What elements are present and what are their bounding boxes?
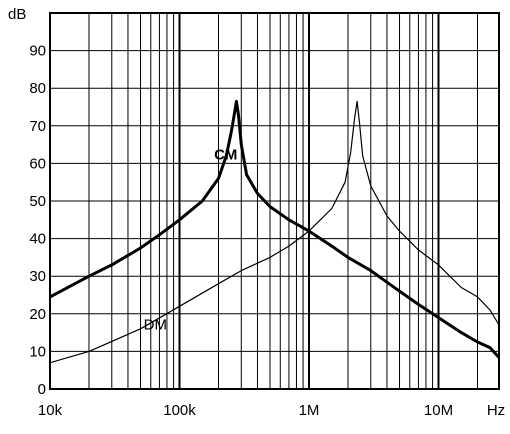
y-tick-label: 20 [29, 306, 46, 323]
y-tick-label: 90 [29, 43, 46, 60]
series-line-cm [50, 99, 499, 360]
y-tick-label: 10 [29, 343, 46, 360]
y-tick-label: 30 [29, 268, 46, 285]
x-axis-label: Hz [487, 402, 505, 419]
series-label-dm: DM [144, 317, 167, 334]
x-tick-label: 1M [299, 402, 320, 419]
y-tick-label: 0 [38, 381, 46, 398]
y-axis-label: dB [8, 6, 26, 23]
plot-frame [49, 12, 500, 390]
series-line-dm [50, 100, 499, 364]
x-tick-label: 10M [424, 402, 453, 419]
labels: 0 10 20 30 40 50 60 70 80 90 dB 10k 100k 1M 10M Hz CM DM [8, 6, 505, 419]
x-tick-label: 10k [38, 402, 63, 419]
grid [50, 12, 499, 389]
series-label-cm: CM [214, 147, 237, 164]
y-tick-label: 60 [29, 155, 46, 172]
curves [50, 99, 499, 364]
y-tick-label: 80 [29, 80, 46, 97]
y-tick-label: 50 [29, 193, 46, 210]
y-tick-label: 40 [29, 231, 46, 248]
y-tick-label: 70 [29, 118, 46, 135]
x-tick-label: 100k [163, 402, 196, 419]
